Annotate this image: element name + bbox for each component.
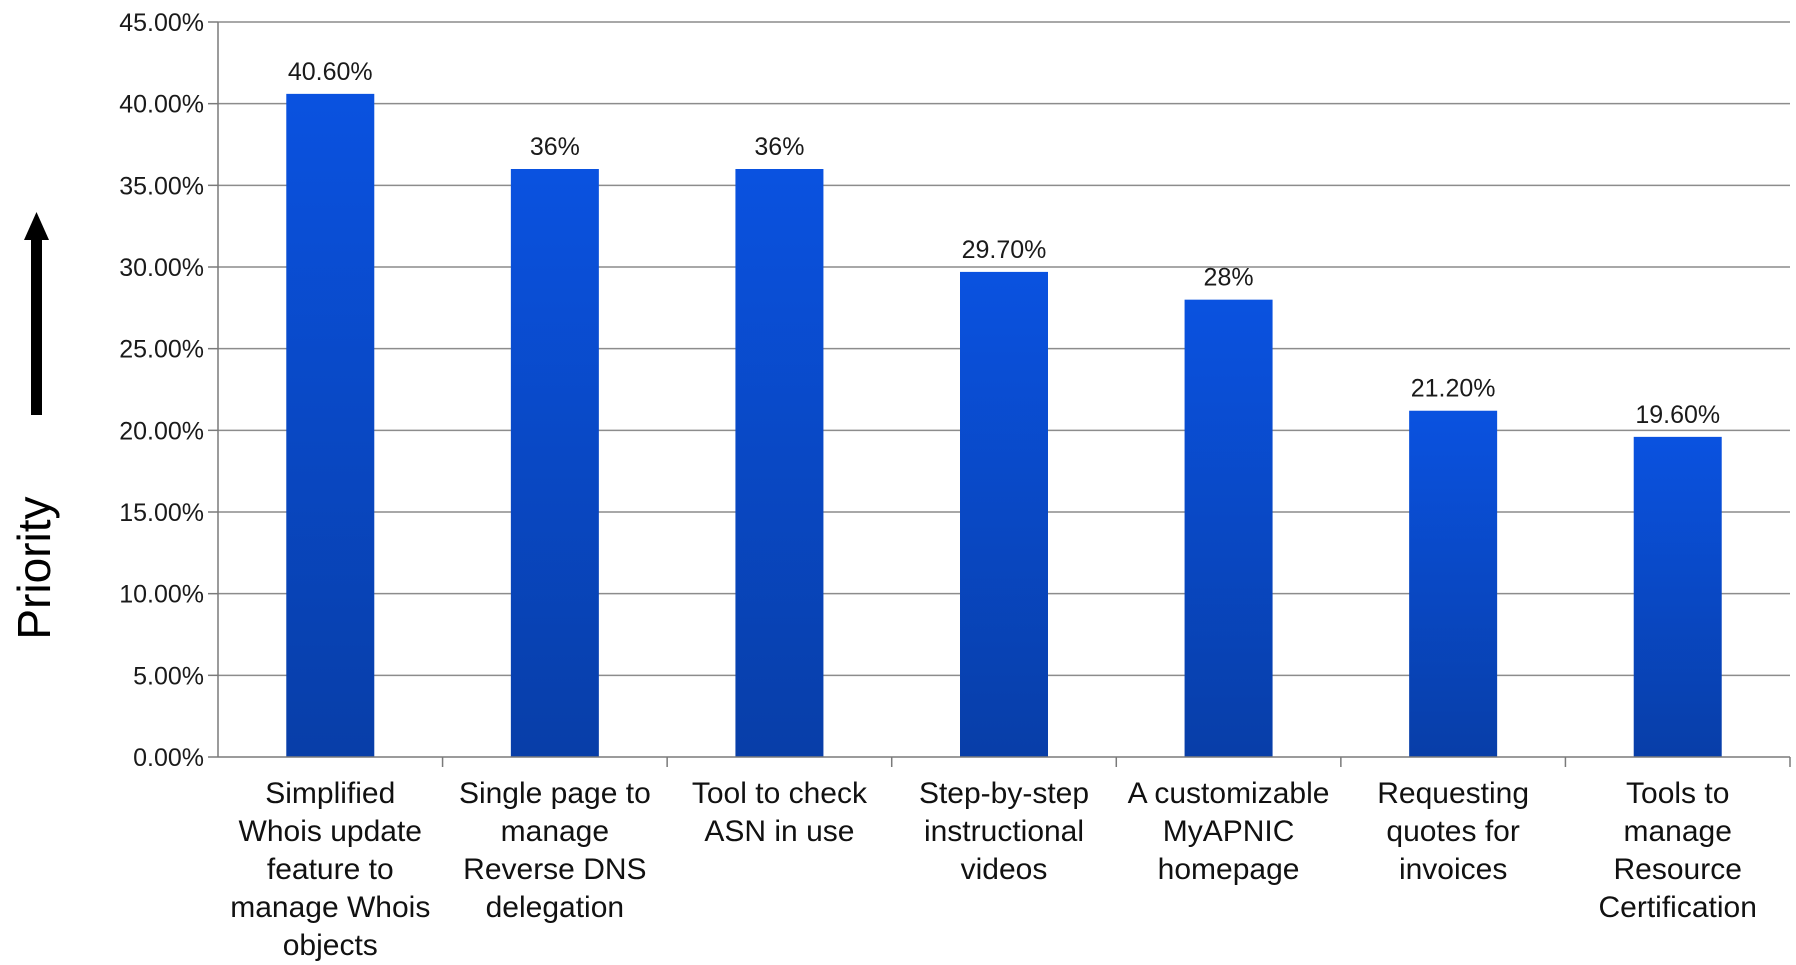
y-tick-label: 40.00% — [119, 91, 204, 119]
x-category-label: Tools to — [1626, 777, 1729, 810]
data-labels: 40.60% 36% 36% 29.70% 28% 21.20% 19.60% — [288, 58, 1720, 429]
bar — [735, 169, 824, 757]
priority-arrow-icon — [24, 212, 49, 415]
data-label: 29.70% — [962, 236, 1047, 264]
x-category-label: videos — [961, 853, 1048, 886]
x-category-label: objects — [283, 929, 378, 962]
bars — [286, 93, 1722, 757]
x-category-label: Certification — [1599, 891, 1757, 924]
data-label: 21.20% — [1411, 375, 1496, 403]
y-tick-label: 20.00% — [119, 417, 204, 445]
data-label: 19.60% — [1635, 401, 1720, 429]
x-category-label: manage — [1624, 815, 1732, 848]
y-tick-label: 30.00% — [119, 254, 204, 282]
axes — [217, 22, 1790, 758]
x-category-label: manage Whois — [230, 891, 430, 924]
x-category-label: MyAPNIC — [1163, 815, 1295, 848]
data-label: 36% — [530, 133, 580, 161]
x-category-label: invoices — [1399, 853, 1507, 886]
bar — [960, 271, 1048, 757]
category-labels: Simplified Whois update feature to manage W… — [230, 757, 1791, 962]
x-category-label: manage — [501, 815, 609, 848]
bar — [510, 169, 599, 757]
data-label: 36% — [754, 133, 804, 161]
x-category-label: Tool to check — [692, 777, 868, 810]
y-tick-label: 5.00% — [133, 662, 204, 690]
x-category-label: delegation — [486, 891, 624, 924]
x-category-label: Step-by-step — [919, 777, 1089, 810]
x-category-label: Reverse DNS — [463, 853, 646, 886]
bar — [286, 93, 375, 757]
x-category-label: Single page to — [459, 777, 651, 810]
x-category-label: instructional — [924, 815, 1084, 848]
x-category-label: homepage — [1158, 853, 1300, 886]
bar — [1633, 436, 1722, 757]
bar — [1184, 299, 1273, 757]
y-axis-title: Priority — [8, 496, 60, 639]
x-category-label: A customizable — [1128, 777, 1330, 810]
x-category-label: ASN in use — [704, 815, 854, 848]
y-tick-label: 45.00% — [119, 9, 204, 37]
data-label: 28% — [1204, 264, 1254, 292]
data-label: 40.60% — [288, 58, 373, 86]
x-category-label: quotes for — [1386, 815, 1519, 848]
x-category-label: Simplified — [265, 777, 395, 810]
y-tick-label: 0.00% — [133, 744, 204, 772]
x-category-label: Whois update — [239, 815, 422, 848]
x-category-label: feature to — [267, 853, 394, 886]
y-tick-labels: 0.00% 5.00% 10.00% 15.00% 20.00% 25.00% 30.00%… — [119, 9, 218, 772]
x-category-label: Resource — [1614, 853, 1742, 886]
y-tick-label: 15.00% — [119, 499, 204, 527]
bar — [1409, 410, 1498, 757]
x-category-label: Requesting — [1377, 777, 1529, 810]
y-tick-label: 25.00% — [119, 336, 204, 364]
y-tick-label: 35.00% — [119, 172, 204, 200]
y-tick-label: 10.00% — [119, 581, 204, 609]
